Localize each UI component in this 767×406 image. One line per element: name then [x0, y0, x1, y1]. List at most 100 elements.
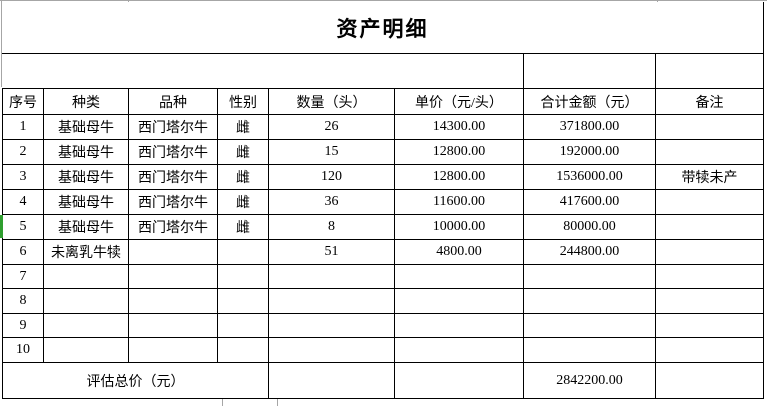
cell-qty[interactable]: 51 — [268, 239, 395, 265]
cell-seq[interactable]: 10 — [2, 337, 44, 363]
footer-empty-qty[interactable] — [268, 362, 395, 399]
header-breed[interactable]: 品种 — [128, 88, 218, 115]
cell-qty[interactable]: 26 — [268, 114, 395, 140]
cell-type[interactable]: 基础母牛 — [43, 139, 129, 165]
header-unit-price[interactable]: 单价（元/头） — [394, 88, 524, 115]
cell-qty[interactable]: 36 — [268, 189, 395, 215]
cell-seq[interactable]: 1 — [2, 114, 44, 140]
cell-unit-price[interactable]: 10000.00 — [394, 214, 524, 240]
cell-total[interactable]: 1536000.00 — [523, 164, 656, 190]
cell-breed[interactable] — [128, 288, 218, 314]
cell-note[interactable] — [655, 189, 764, 215]
cell-note[interactable] — [655, 313, 764, 338]
cell-total[interactable] — [523, 264, 656, 289]
cell-breed[interactable]: 西门塔尔牛 — [128, 189, 218, 215]
footer-empty-note[interactable] — [655, 362, 764, 399]
cell-qty[interactable] — [268, 288, 395, 314]
header-seq[interactable]: 序号 — [2, 88, 44, 115]
cell-total[interactable]: 80000.00 — [523, 214, 656, 240]
cell-type[interactable]: 基础母牛 — [43, 214, 129, 240]
cell-seq[interactable]: 7 — [2, 264, 44, 289]
cell-breed[interactable]: 西门塔尔牛 — [128, 114, 218, 140]
cell-note[interactable] — [655, 214, 764, 240]
cell-type[interactable] — [43, 313, 129, 338]
cell-breed[interactable]: 西门塔尔牛 — [128, 139, 218, 165]
cell-note[interactable] — [655, 139, 764, 165]
cell-unit-price[interactable] — [394, 288, 524, 314]
cell-note[interactable] — [655, 264, 764, 289]
header-total[interactable]: 合计金额（元） — [523, 88, 656, 115]
cell-note[interactable] — [655, 239, 764, 265]
cell-seq[interactable]: 5 — [2, 214, 44, 240]
cell-qty[interactable] — [268, 264, 395, 289]
table-row: 9 — [2, 313, 764, 338]
footer-label-cell[interactable]: 评估总价（元） — [2, 362, 269, 399]
table-row: 3 基础母牛 西门塔尔牛 雌 120 12800.00 1536000.00 带… — [2, 164, 764, 190]
cell-total[interactable] — [523, 337, 656, 363]
cell-unit-price[interactable] — [394, 313, 524, 338]
cell-qty[interactable]: 15 — [268, 139, 395, 165]
cell-note[interactable] — [655, 337, 764, 363]
table-row: 10 — [2, 337, 764, 363]
cell-qty[interactable]: 120 — [268, 164, 395, 190]
cell-breed[interactable] — [128, 264, 218, 289]
cell-qty[interactable]: 8 — [268, 214, 395, 240]
cell-type[interactable]: 基础母牛 — [43, 114, 129, 140]
cell-sex[interactable]: 雌 — [217, 114, 269, 140]
cell-unit-price[interactable]: 12800.00 — [394, 164, 524, 190]
sheet-title-cell[interactable]: 资产明细 — [2, 2, 764, 54]
cell-seq[interactable]: 4 — [2, 189, 44, 215]
cell-sex[interactable]: 雌 — [217, 139, 269, 165]
cell-sex[interactable]: 雌 — [217, 164, 269, 190]
cell-breed[interactable] — [128, 313, 218, 338]
cell-seq[interactable]: 8 — [2, 288, 44, 314]
cell-total[interactable]: 417600.00 — [523, 189, 656, 215]
cell-total[interactable]: 192000.00 — [523, 139, 656, 165]
cell-seq[interactable]: 6 — [2, 239, 44, 265]
cell-type[interactable]: 基础母牛 — [43, 164, 129, 190]
cell-unit-price[interactable]: 12800.00 — [394, 139, 524, 165]
cell-unit-price[interactable] — [394, 337, 524, 363]
cell-total[interactable]: 371800.00 — [523, 114, 656, 140]
cell-type[interactable]: 基础母牛 — [43, 189, 129, 215]
cell-type[interactable] — [43, 264, 129, 289]
empty-cell-note-column[interactable] — [655, 54, 764, 88]
cell-breed[interactable] — [128, 337, 218, 363]
header-qty[interactable]: 数量（头） — [268, 88, 395, 115]
cell-unit-price[interactable] — [394, 264, 524, 289]
cell-total[interactable] — [523, 288, 656, 314]
cell-note[interactable] — [655, 288, 764, 314]
header-type[interactable]: 种类 — [43, 88, 129, 115]
header-sex[interactable]: 性别 — [217, 88, 269, 115]
cell-sex[interactable]: 雌 — [217, 214, 269, 240]
cell-seq[interactable]: 3 — [2, 164, 44, 190]
header-note[interactable]: 备注 — [655, 88, 764, 115]
cell-sex[interactable]: 雌 — [217, 189, 269, 215]
cell-total[interactable] — [523, 313, 656, 338]
cell-type[interactable] — [43, 337, 129, 363]
cell-sex[interactable] — [217, 239, 269, 265]
cell-sex[interactable] — [217, 288, 269, 314]
empty-cell-total-column[interactable] — [523, 54, 655, 88]
cell-sex[interactable] — [217, 313, 269, 338]
cell-note[interactable] — [655, 114, 764, 140]
cell-qty[interactable] — [268, 337, 395, 363]
cell-unit-price[interactable]: 11600.00 — [394, 189, 524, 215]
footer-total-cell[interactable]: 2842200.00 — [523, 362, 656, 399]
cell-breed[interactable]: 西门塔尔牛 — [128, 214, 218, 240]
cell-breed[interactable] — [128, 239, 218, 265]
cell-sex[interactable] — [217, 337, 269, 363]
cell-sex[interactable] — [217, 264, 269, 289]
cell-unit-price[interactable]: 4800.00 — [394, 239, 524, 265]
cell-type[interactable]: 未离乳牛犊 — [43, 239, 129, 265]
cell-note[interactable]: 带犊未产 — [655, 164, 764, 190]
cell-seq[interactable]: 2 — [2, 139, 44, 165]
cell-qty[interactable] — [268, 313, 395, 338]
cell-type[interactable] — [43, 288, 129, 314]
cell-total[interactable]: 244800.00 — [523, 239, 656, 265]
table-row: 7 — [2, 264, 764, 289]
cell-unit-price[interactable]: 14300.00 — [394, 114, 524, 140]
cell-seq[interactable]: 9 — [2, 313, 44, 338]
footer-empty-unit-price[interactable] — [394, 362, 524, 399]
cell-breed[interactable]: 西门塔尔牛 — [128, 164, 218, 190]
